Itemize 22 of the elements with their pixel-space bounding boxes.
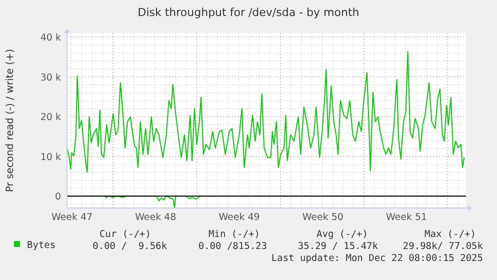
text: 0.00 / 9.56k: [92, 241, 168, 252]
chart-title: Disk throughput for /dev/sda - by month: [138, 6, 360, 19]
text: Max (-/+): [424, 229, 476, 240]
y-tick-label: 30 k: [40, 72, 62, 84]
text: Cur (-/+): [100, 229, 151, 240]
x-tick-label: Week 51: [386, 212, 428, 223]
text: Last update: Mon Dec 22 08:00:15 2025: [271, 253, 483, 264]
text: 35.29 / 15.47k: [298, 241, 378, 252]
y-tick-label: 0: [54, 192, 61, 203]
legend-label: Bytes: [27, 240, 56, 251]
y-tick-label: 10 k: [40, 152, 62, 163]
text: 0.00 /815.23: [198, 241, 267, 252]
text: 29.98k/ 77.05k: [402, 241, 484, 252]
text: Avg (-/+): [316, 229, 368, 240]
x-tick-label: Week 50: [302, 212, 344, 223]
y-axis-title: Pr second read (-) / write (+): [5, 48, 16, 192]
y-tick-label: 40 k: [40, 32, 62, 44]
x-tick-label: Week 49: [218, 212, 260, 223]
x-tick-label: Week 47: [51, 212, 93, 223]
text: Min (-/+): [208, 229, 260, 240]
x-tick-label: Week 48: [135, 212, 176, 223]
y-tick-label: 20 k: [40, 112, 62, 124]
